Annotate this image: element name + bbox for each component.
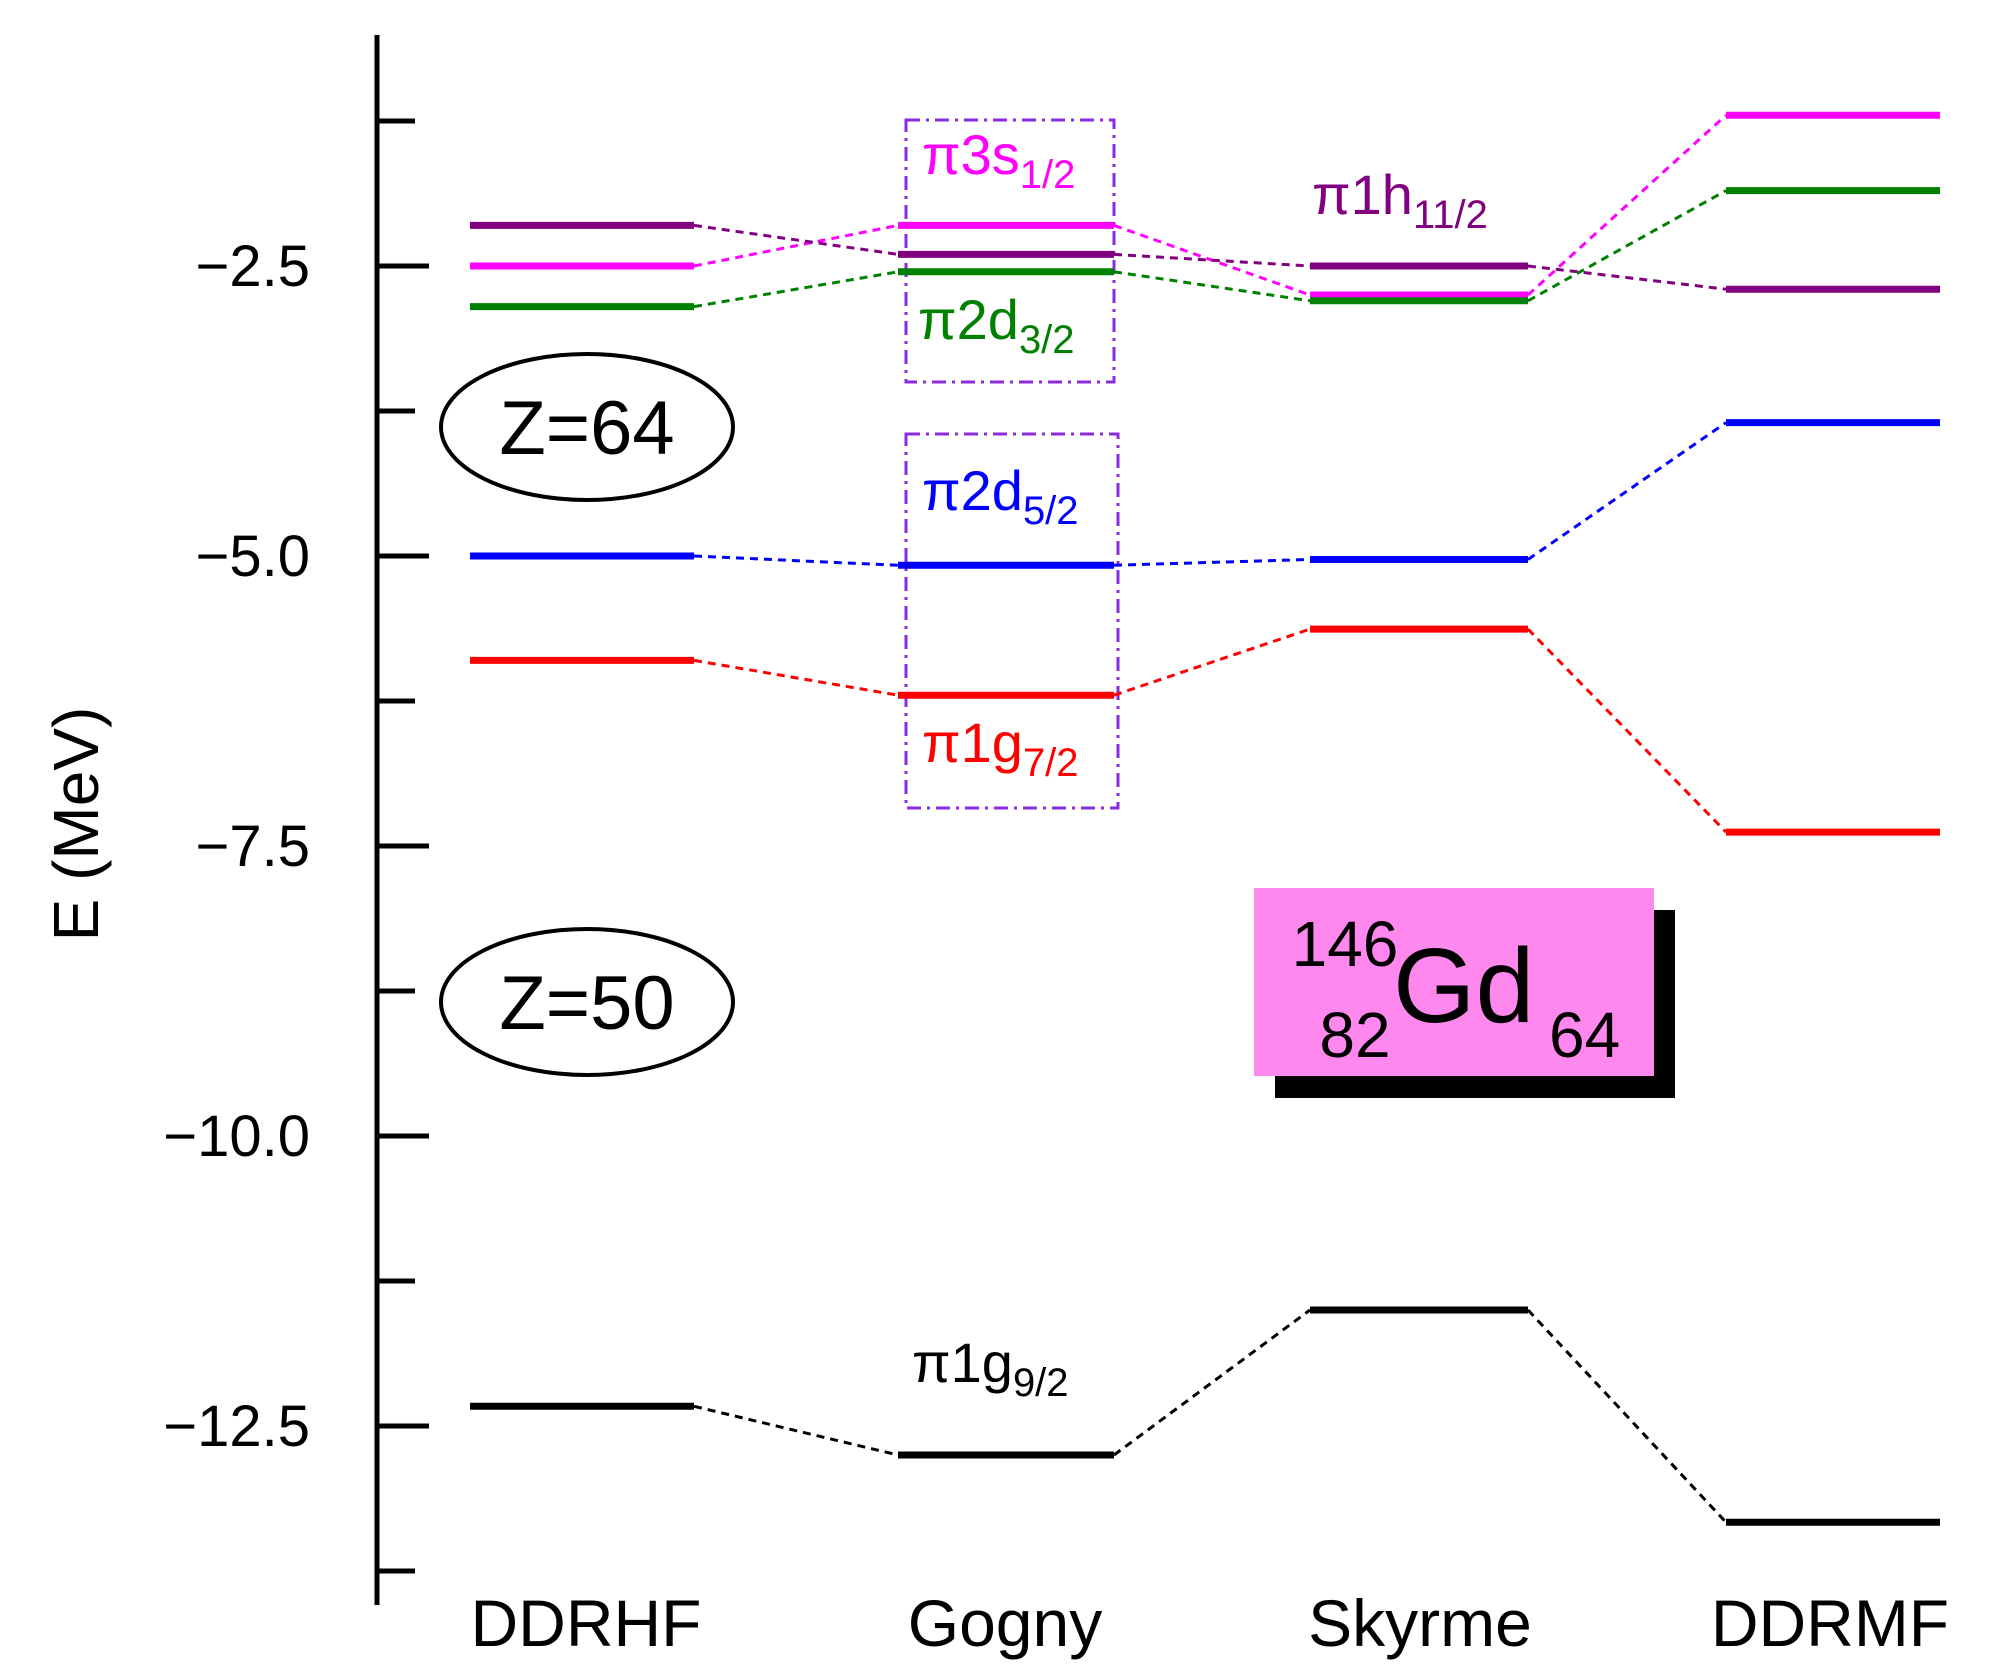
connector-3s — [693, 223, 899, 268]
connector-1g72 — [1526, 628, 1728, 834]
level-label-2d32: π2d3/2 — [918, 288, 1075, 362]
connector-1g92 — [1113, 1308, 1311, 1457]
connector-2d32 — [693, 270, 899, 309]
shell-label-64: Z=64 — [499, 386, 674, 471]
y-tick-label: −7.5 — [196, 814, 311, 879]
connector-1h — [1113, 252, 1311, 268]
connector-2d52 — [1527, 421, 1727, 561]
nucleus-label-background — [1254, 888, 1654, 1076]
nucleus-symbol: Gd — [1393, 927, 1534, 1045]
y-tick-label: −10.0 — [163, 1104, 310, 1169]
nucleus-label: 146 82 Gd 64 — [1254, 888, 1675, 1098]
level-group-box-lower — [904, 432, 1120, 810]
y-tick-label: −5.0 — [196, 524, 311, 589]
y-tick-label: −2.5 — [196, 234, 311, 299]
connector-1h — [693, 223, 899, 256]
connector-2d52 — [1113, 557, 1311, 567]
category-label-gogny: Gogny — [908, 1586, 1102, 1660]
connector-3s — [1526, 114, 1728, 297]
level-label-1g92: π1g9/2 — [912, 1331, 1069, 1405]
nucleus-proton-number: 82 — [1319, 999, 1390, 1071]
category-label-ddrmf: DDRMF — [1711, 1586, 1949, 1660]
shell-label-50: Z=50 — [499, 961, 674, 1046]
category-label-skyrme: Skyrme — [1308, 1586, 1532, 1660]
nucleus-mass-number: 146 — [1292, 908, 1399, 980]
y-tick-label: −12.5 — [163, 1394, 310, 1459]
connector-1g92 — [1526, 1308, 1728, 1524]
connector-2d52 — [693, 554, 899, 567]
level-label-1g72: π1g7/2 — [922, 711, 1079, 785]
connector-1g92 — [693, 1404, 899, 1457]
connector-1h — [1527, 264, 1727, 291]
connector-1g72 — [693, 658, 899, 697]
connector-2d32 — [1527, 189, 1727, 303]
level-label-1h: π1h11/2 — [1312, 163, 1488, 237]
shell-ellipse-50 — [439, 927, 735, 1077]
level-label-2d52: π2d5/2 — [922, 459, 1079, 533]
category-label-ddrhf: DDRHF — [471, 1586, 702, 1660]
nucleus-neutron-number: 64 — [1549, 999, 1620, 1071]
y-axis-title: E (MeV) — [40, 707, 112, 942]
connector-1g72 — [1113, 627, 1311, 697]
shell-ellipse-64 — [439, 352, 735, 502]
connector-2d32 — [1113, 270, 1311, 303]
level-label-3s: π3s1/2 — [922, 123, 1075, 197]
